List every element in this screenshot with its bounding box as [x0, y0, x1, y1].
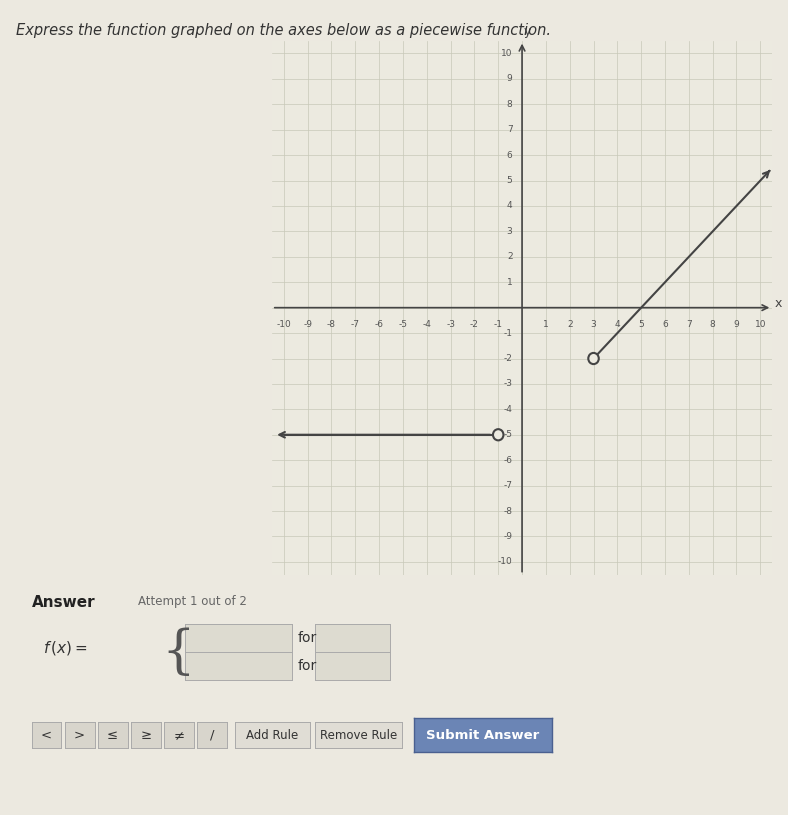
Text: -1: -1: [504, 328, 512, 337]
Text: -1: -1: [494, 320, 503, 329]
Circle shape: [493, 430, 504, 440]
Text: -9: -9: [504, 532, 512, 541]
Text: -3: -3: [446, 320, 455, 329]
Text: 7: 7: [686, 320, 692, 329]
Text: 8: 8: [710, 320, 716, 329]
Text: Remove Rule: Remove Rule: [320, 729, 397, 742]
Text: -9: -9: [303, 320, 312, 329]
Text: -6: -6: [374, 320, 384, 329]
Text: <: <: [41, 729, 52, 742]
Text: x: x: [775, 297, 782, 311]
Text: 9: 9: [507, 74, 512, 83]
Text: ≤: ≤: [107, 729, 118, 742]
Text: 3: 3: [591, 320, 597, 329]
Text: >: >: [74, 729, 85, 742]
Text: -8: -8: [327, 320, 336, 329]
Text: -8: -8: [504, 507, 512, 516]
Text: -5: -5: [399, 320, 407, 329]
Text: -3: -3: [504, 380, 512, 389]
Text: 3: 3: [507, 227, 512, 236]
Text: -2: -2: [470, 320, 479, 329]
Text: for: for: [298, 659, 317, 673]
Text: 8: 8: [507, 99, 512, 108]
Text: 1: 1: [543, 320, 548, 329]
Text: -7: -7: [504, 481, 512, 490]
Text: -10: -10: [498, 557, 512, 566]
Text: Add Rule: Add Rule: [246, 729, 299, 742]
Text: 6: 6: [662, 320, 668, 329]
Text: -5: -5: [504, 430, 512, 439]
Text: y: y: [523, 25, 530, 38]
Text: 10: 10: [755, 320, 766, 329]
Text: 9: 9: [734, 320, 739, 329]
Text: -6: -6: [504, 456, 512, 465]
Text: Express the function graphed on the axes below as a piecewise function.: Express the function graphed on the axes…: [16, 23, 551, 37]
Text: -7: -7: [351, 320, 360, 329]
Text: 2: 2: [567, 320, 573, 329]
Text: Submit Answer: Submit Answer: [426, 729, 539, 742]
Text: $f\,(x) =$: $f\,(x) =$: [43, 639, 88, 657]
Text: 7: 7: [507, 126, 512, 134]
Text: 2: 2: [507, 253, 512, 262]
Text: /: /: [210, 729, 214, 742]
Text: -10: -10: [277, 320, 291, 329]
Text: -4: -4: [504, 405, 512, 414]
Text: 10: 10: [501, 49, 512, 58]
Text: Answer: Answer: [32, 595, 95, 610]
Text: {: {: [162, 627, 195, 677]
Circle shape: [589, 353, 599, 364]
Text: 5: 5: [638, 320, 644, 329]
Text: 5: 5: [507, 176, 512, 185]
Text: Attempt 1 out of 2: Attempt 1 out of 2: [138, 595, 247, 608]
Text: -2: -2: [504, 354, 512, 363]
Text: -4: -4: [422, 320, 431, 329]
Text: ≥: ≥: [140, 729, 151, 742]
Text: 6: 6: [507, 151, 512, 160]
Text: 1: 1: [507, 278, 512, 287]
Text: ≠: ≠: [173, 729, 184, 742]
Text: 4: 4: [507, 201, 512, 210]
Text: for: for: [298, 631, 317, 645]
Text: 4: 4: [615, 320, 620, 329]
